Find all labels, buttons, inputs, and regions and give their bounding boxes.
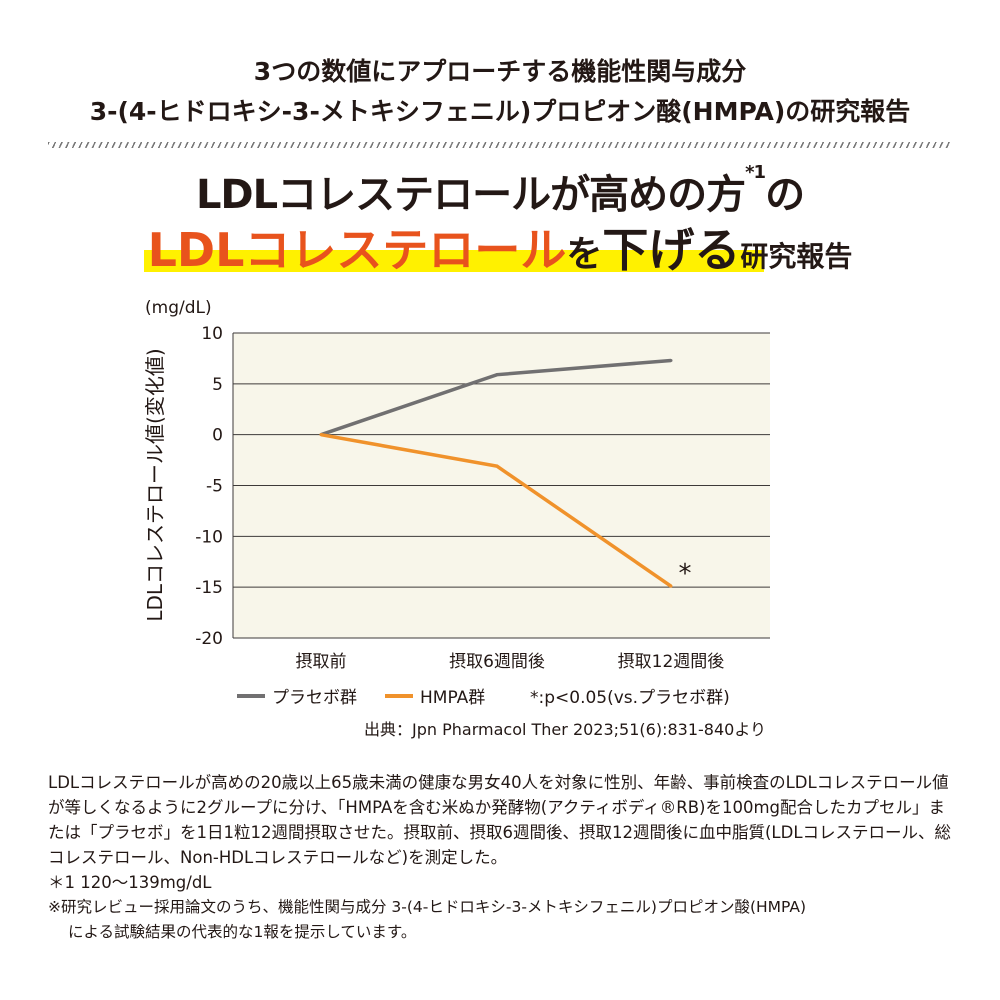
y-axis-label: LDLコレステロール値(変化値) bbox=[143, 348, 167, 621]
y-tick-label: 5 bbox=[212, 375, 223, 395]
header-line-2: 3-(4-ヒドロキシ-3-メトキシフェニル)プロピオン酸(HMPA)の研究報告 bbox=[89, 97, 911, 126]
title-text: LDLコレステロールが高めの方 bbox=[195, 172, 746, 218]
title-line-1: LDLコレステロールが高めの方*1の bbox=[0, 162, 1000, 220]
title-end: の bbox=[765, 172, 805, 218]
data-point bbox=[495, 464, 499, 468]
data-point bbox=[669, 584, 673, 588]
y-tick-label: -10 bbox=[195, 527, 223, 547]
y-tick-label: -15 bbox=[195, 578, 223, 598]
y-tick-label: 0 bbox=[212, 426, 223, 446]
tail-text: 研究報告 bbox=[740, 240, 853, 273]
footnote-2: ※研究レビュー採用論文のうち、機能性関与成分 3-(4-ヒドロキシ-3-メトキシ… bbox=[48, 898, 807, 916]
highlight-text: LDLコレステロール bbox=[147, 223, 567, 277]
data-point bbox=[669, 358, 673, 362]
bold-text: 下げる bbox=[602, 223, 741, 277]
footnote-2-cont: による試験結果の代表的な1報を提示しています。 bbox=[68, 923, 417, 941]
footnote-mark: *1 bbox=[745, 162, 766, 183]
significance-asterisk: * bbox=[679, 559, 692, 589]
legend-label-placebo: プラセボ群 bbox=[272, 688, 357, 708]
significance-note: *:p<0.05(vs.プラセボ群) bbox=[530, 688, 730, 708]
header-line-1: 3つの数値にアプローチする機能性関与成分 bbox=[253, 57, 747, 86]
title-line-2: LDLコレステロールを下げる研究報告 bbox=[0, 214, 1000, 280]
yellow-highlight bbox=[143, 250, 764, 272]
description: LDLコレステロールが高めの20歳以上65歳未満の健康な男女40人を対象に性別、… bbox=[48, 770, 958, 945]
x-tick-label: 摂取12週間後 bbox=[618, 652, 725, 672]
data-point bbox=[495, 373, 499, 377]
y-tick-label: -20 bbox=[195, 629, 223, 649]
data-point bbox=[319, 433, 323, 437]
x-tick-label: 摂取前 bbox=[296, 652, 347, 672]
x-tick-label: 摂取6週間後 bbox=[449, 652, 545, 672]
line-chart: 10 5 0 -5 -10 -15 -20 (mg/dL) LDLコレステロール値(変化値) 摂取… bbox=[143, 298, 770, 739]
description-paragraph: LDLコレステロールが高めの20歳以上65歳未満の健康な男女40人を対象に性別、… bbox=[48, 773, 952, 867]
particle: を bbox=[566, 234, 603, 275]
footnote-1: ＊1 120〜139mg/dL bbox=[48, 873, 212, 892]
y-tick-label: -5 bbox=[206, 477, 223, 497]
dashed-divider bbox=[48, 142, 952, 148]
source-citation: 出典：Jpn Pharmacol Ther 2023;51(6):831-840… bbox=[364, 720, 766, 739]
y-tick-label: 10 bbox=[201, 324, 223, 344]
legend-label-hmpa: HMPA群 bbox=[420, 688, 485, 708]
unit-label: (mg/dL) bbox=[145, 298, 212, 318]
